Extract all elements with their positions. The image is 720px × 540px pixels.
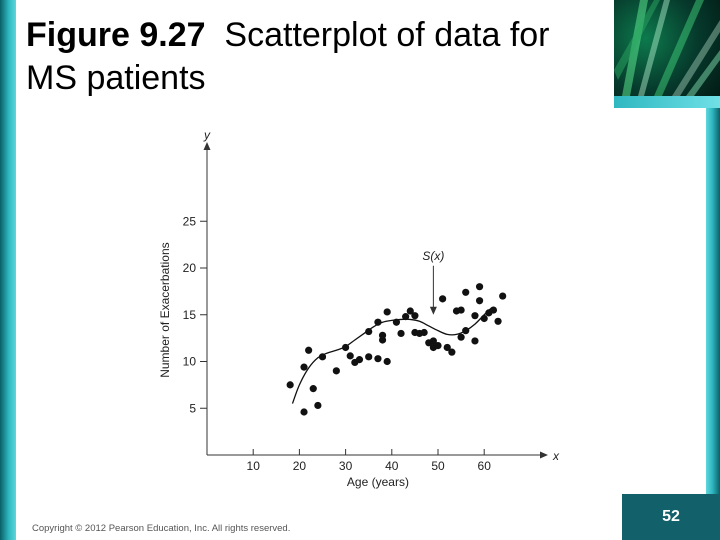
x-tick-label: 40: [385, 459, 399, 473]
data-point: [346, 352, 354, 360]
data-point: [365, 353, 373, 361]
data-point: [439, 295, 447, 303]
data-point: [374, 318, 382, 326]
figure-number: Figure 9.27: [26, 16, 206, 54]
data-point: [365, 327, 373, 336]
data-point: [383, 357, 391, 366]
y-axis-arrowhead: [203, 142, 211, 150]
data-point: [462, 327, 470, 335]
data-point: [480, 314, 488, 323]
x-tick-label: 30: [339, 459, 353, 473]
data-point: [494, 317, 502, 325]
corner-decorative-image: [614, 0, 720, 96]
data-point: [471, 337, 479, 345]
data-point: [499, 292, 507, 300]
data-point: [406, 307, 414, 315]
x-tick-label: 60: [478, 459, 492, 473]
y-axis-label: Number of Exacerbations: [158, 242, 172, 377]
data-point: [443, 343, 451, 352]
data-point: [374, 355, 382, 363]
data-point: [392, 318, 401, 326]
x-axis-letter: x: [552, 449, 560, 463]
y-tick-label: 15: [183, 308, 197, 322]
y-axis-letter: y: [203, 128, 211, 142]
data-point: [429, 337, 437, 345]
data-point: [475, 283, 484, 291]
y-tick-25: 25: [183, 214, 207, 228]
y-tick-10: 10: [183, 355, 207, 369]
slide-number: 52: [622, 494, 720, 540]
data-point: [305, 346, 313, 354]
data-point: [378, 331, 387, 339]
copyright-notice: Copyright © 2012 Pearson Education, Inc.…: [32, 523, 291, 534]
x-axis-label: Age (years): [347, 475, 409, 489]
data-point: [342, 343, 350, 352]
data-point: [434, 342, 442, 350]
data-point: [300, 363, 308, 371]
chart-axes: [203, 142, 548, 459]
curve-label: S(x): [422, 249, 444, 263]
data-point: [420, 328, 428, 337]
y-axis-ticks: 5 10 15 20 25: [183, 214, 207, 415]
data-point: [383, 308, 391, 316]
slide-title: Figure 9.27 Scatterplot of data for MS p…: [26, 14, 606, 100]
corner-accent-strip: [614, 96, 720, 108]
y-tick-5: 5: [189, 401, 207, 415]
x-tick-20: 20: [293, 449, 307, 473]
data-point: [309, 385, 317, 393]
x-tick-label: 20: [293, 459, 307, 473]
data-point: [457, 333, 465, 341]
data-point: [448, 348, 456, 356]
y-tick-15: 15: [183, 308, 207, 322]
data-point: [314, 401, 322, 410]
x-tick-40: 40: [385, 449, 399, 473]
x-tick-label: 50: [431, 459, 445, 473]
data-point: [300, 408, 308, 416]
data-point: [489, 306, 498, 314]
x-tick-10: 10: [247, 449, 261, 473]
data-points: [286, 283, 507, 416]
x-tick-50: 50: [431, 449, 445, 473]
data-point: [286, 381, 294, 389]
x-tick-30: 30: [339, 449, 353, 473]
right-decorative-bar: [706, 0, 720, 540]
data-point: [471, 312, 479, 320]
data-point: [402, 313, 410, 321]
figure-caption: Scatterplot of data for MS patients: [26, 16, 550, 97]
curve-label-arrowhead: [429, 306, 437, 315]
x-axis-ticks: 10 20 30 40 50 60: [247, 449, 492, 473]
light-streaks-graphic: [614, 0, 720, 96]
x-axis-arrowhead: [540, 451, 548, 459]
data-point: [355, 356, 364, 364]
data-point: [475, 297, 484, 305]
y-tick-label: 5: [189, 401, 196, 415]
y-tick-label: 10: [183, 355, 197, 369]
y-tick-20: 20: [183, 261, 207, 275]
data-point: [318, 353, 327, 361]
data-point: [462, 288, 470, 296]
data-point: [411, 312, 419, 320]
y-tick-label: 25: [183, 214, 197, 228]
data-point: [397, 329, 405, 338]
data-point: [457, 306, 465, 314]
data-point: [332, 367, 340, 375]
x-tick-60: 60: [478, 449, 492, 473]
x-tick-label: 10: [247, 459, 261, 473]
y-tick-label: 20: [183, 261, 197, 275]
left-decorative-bar: [0, 0, 16, 540]
